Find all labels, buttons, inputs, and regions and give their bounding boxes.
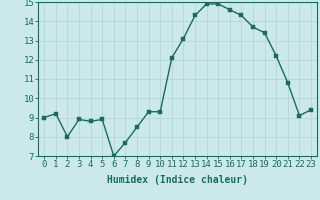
X-axis label: Humidex (Indice chaleur): Humidex (Indice chaleur)	[107, 175, 248, 185]
